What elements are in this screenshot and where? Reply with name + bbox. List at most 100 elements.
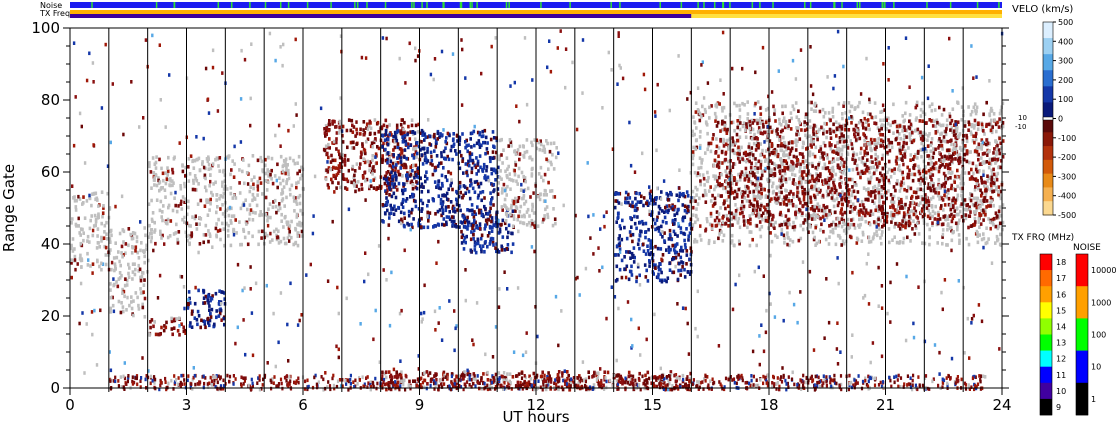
data-cell <box>745 122 748 126</box>
data-cell <box>614 253 617 257</box>
data-cell <box>134 291 138 295</box>
data-cell <box>430 158 434 163</box>
data-cell <box>118 276 122 280</box>
data-cell <box>723 158 727 162</box>
data-cell <box>987 237 990 241</box>
data-cell <box>759 116 762 121</box>
data-cell <box>975 208 978 212</box>
data-cell <box>103 223 107 228</box>
data-cell <box>208 208 211 212</box>
data-cell <box>835 151 838 155</box>
data-cell <box>225 221 228 226</box>
data-cell <box>283 159 286 163</box>
data-cell <box>882 223 886 227</box>
data-cell <box>821 179 824 183</box>
data-cell <box>701 193 705 198</box>
data-cell <box>693 240 696 244</box>
data-cell <box>812 126 815 131</box>
data-cell <box>400 163 403 167</box>
data-cell <box>477 169 480 173</box>
data-cell <box>100 221 103 226</box>
data-cell <box>514 209 517 213</box>
data-cell <box>394 134 397 138</box>
data-cell <box>420 207 424 211</box>
data-cell <box>497 250 500 254</box>
data-cell <box>900 157 903 161</box>
data-cell <box>740 145 743 150</box>
data-cell <box>238 168 241 172</box>
data-cell <box>88 196 92 201</box>
data-cell <box>373 118 377 122</box>
data-cell <box>404 188 407 192</box>
data-cell <box>341 140 345 144</box>
data-cell <box>950 228 953 233</box>
data-cell <box>827 185 830 190</box>
data-cell <box>683 267 686 272</box>
data-cell <box>858 213 861 217</box>
data-cell <box>548 149 552 154</box>
data-cell <box>695 239 699 244</box>
data-cell <box>648 212 652 216</box>
data-cell <box>351 123 354 128</box>
data-cell <box>968 196 972 201</box>
data-cell <box>382 176 386 181</box>
data-cell <box>296 234 300 238</box>
data-cell <box>977 220 981 224</box>
data-cell <box>467 159 470 164</box>
data-cell <box>470 145 473 149</box>
data-cell <box>462 193 465 198</box>
data-cell <box>694 213 698 218</box>
data-cell <box>552 207 555 211</box>
data-cell <box>663 231 666 235</box>
data-cell <box>338 169 341 173</box>
data-cell <box>196 202 200 206</box>
data-cell <box>744 150 747 155</box>
data-cell <box>120 244 124 249</box>
data-cell <box>442 193 446 197</box>
data-cell <box>909 153 913 157</box>
data-cell <box>627 192 630 197</box>
data-cell <box>484 240 487 244</box>
data-cell <box>731 212 735 217</box>
data-cell <box>919 114 923 118</box>
data-cell <box>986 187 990 191</box>
data-cell <box>683 275 687 279</box>
data-cell <box>505 226 508 231</box>
data-cell <box>717 218 721 223</box>
data-cell <box>678 194 681 199</box>
data-cell <box>265 188 269 192</box>
data-cell <box>119 263 122 268</box>
data-cell <box>415 143 418 147</box>
data-cell <box>854 158 857 163</box>
data-cell <box>984 208 987 212</box>
data-cell <box>218 197 221 201</box>
data-cell <box>478 132 481 137</box>
data-cell <box>819 174 822 179</box>
data-cell <box>470 203 474 207</box>
data-cell <box>719 139 722 143</box>
data-cell <box>335 124 338 129</box>
data-cell <box>924 132 927 137</box>
data-cell <box>985 199 989 203</box>
data-cell <box>474 242 478 246</box>
data-cell <box>958 218 961 223</box>
data-cell <box>765 203 769 207</box>
data-cell <box>717 146 721 150</box>
data-cell <box>913 206 916 210</box>
data-cell <box>791 239 795 244</box>
data-cell <box>843 222 846 227</box>
data-cell <box>437 179 441 183</box>
data-cell <box>973 222 977 226</box>
data-cell <box>945 118 949 122</box>
data-cell <box>926 144 930 148</box>
data-cell <box>804 133 807 138</box>
data-cell <box>406 142 410 146</box>
data-cell <box>475 172 478 176</box>
data-cell <box>744 135 748 139</box>
data-cell <box>482 140 485 145</box>
data-cell <box>672 229 676 234</box>
data-cell <box>386 176 390 181</box>
data-cell <box>121 228 125 232</box>
data-cell <box>784 180 788 184</box>
data-cell <box>523 202 526 206</box>
